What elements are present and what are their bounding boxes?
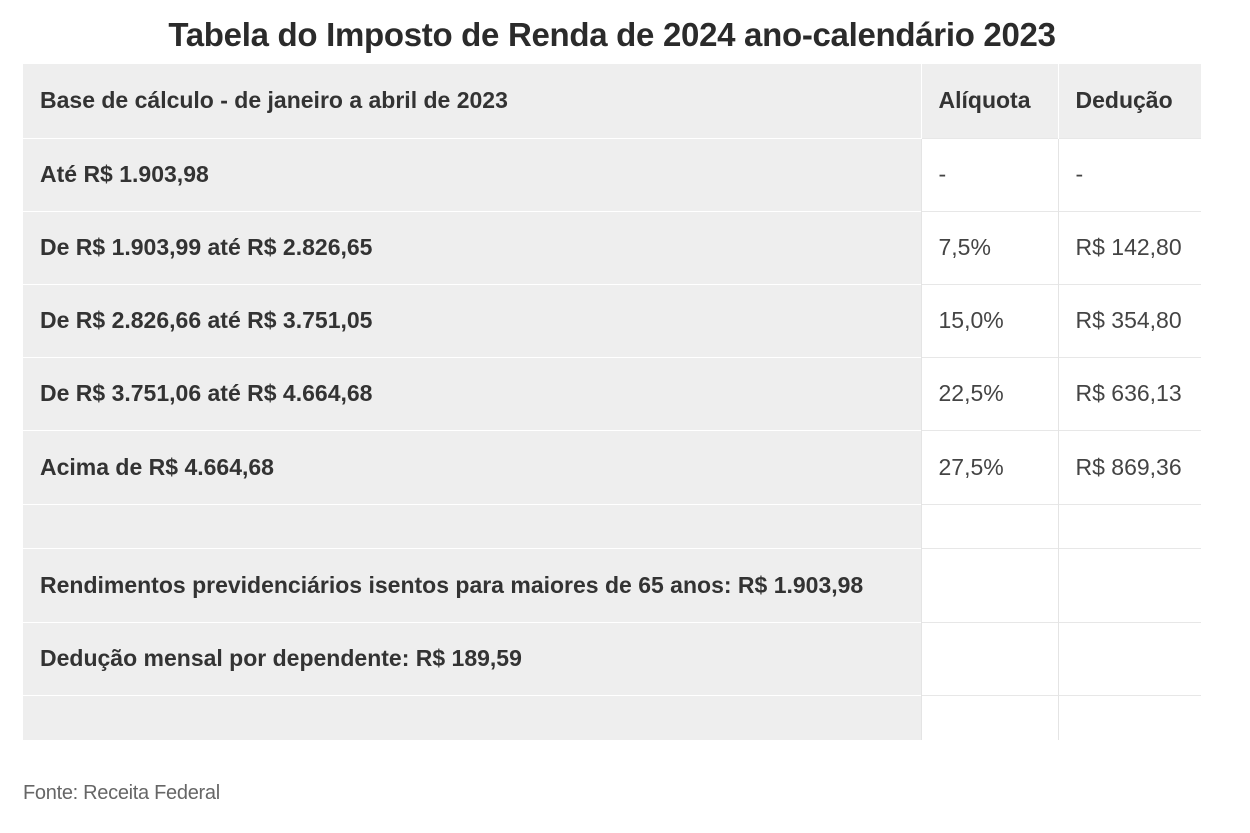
table-row: Rendimentos previdenciários isentos para… — [23, 547, 1201, 622]
table-row: De R$ 3.751,06 até R$ 4.664,68 22,5% R$ … — [23, 356, 1201, 430]
row-deduction — [1057, 694, 1201, 740]
row-rate: 7,5% — [920, 210, 1058, 284]
table-row-empty — [23, 503, 1201, 548]
row-base: De R$ 3.751,06 até R$ 4.664,68 — [23, 356, 921, 430]
row-base: Rendimentos previdenciários isentos para… — [23, 547, 921, 622]
row-deduction: R$ 354,80 — [1057, 283, 1201, 357]
header-base: Base de cálculo - de janeiro a abril de … — [23, 64, 921, 138]
row-deduction — [1057, 503, 1201, 548]
row-rate — [920, 547, 1058, 622]
row-deduction — [1057, 547, 1201, 622]
table-row-empty — [23, 694, 1201, 740]
table-row: De R$ 2.826,66 até R$ 3.751,05 15,0% R$ … — [23, 283, 1201, 357]
header-deduction: Dedução — [1057, 64, 1201, 138]
row-deduction: R$ 142,80 — [1057, 210, 1201, 284]
row-rate: - — [920, 137, 1058, 211]
table-row: De R$ 1.903,99 até R$ 2.826,65 7,5% R$ 1… — [23, 210, 1201, 284]
row-rate: 22,5% — [920, 356, 1058, 430]
row-base: Até R$ 1.903,98 — [23, 137, 921, 211]
source-note: Fonte: Receita Federal — [23, 782, 220, 804]
row-rate — [920, 694, 1058, 740]
row-base: Acima de R$ 4.664,68 — [23, 429, 921, 504]
row-deduction: R$ 869,36 — [1057, 429, 1201, 504]
table-row: Dedução mensal por dependente: R$ 189,59 — [23, 621, 1201, 695]
table-row: Acima de R$ 4.664,68 27,5% R$ 869,36 — [23, 429, 1201, 504]
row-rate — [920, 503, 1058, 548]
row-rate — [920, 621, 1058, 695]
table-header-row: Base de cálculo - de janeiro a abril de … — [23, 64, 1201, 138]
page-title: Tabela do Imposto de Renda de 2024 ano-c… — [168, 16, 1056, 53]
header-rate: Alíquota — [920, 64, 1058, 138]
row-base — [23, 503, 921, 548]
table-row: Até R$ 1.903,98 - - — [23, 137, 1201, 211]
row-rate: 27,5% — [920, 429, 1058, 504]
row-deduction: - — [1057, 137, 1201, 211]
row-base — [23, 694, 921, 740]
row-rate: 15,0% — [920, 283, 1058, 357]
row-base: Dedução mensal por dependente: R$ 189,59 — [23, 621, 921, 695]
row-base: De R$ 2.826,66 até R$ 3.751,05 — [23, 283, 921, 357]
row-base: De R$ 1.903,99 até R$ 2.826,65 — [23, 210, 921, 284]
row-deduction — [1057, 621, 1201, 695]
tax-table: Base de cálculo - de janeiro a abril de … — [23, 64, 1201, 740]
row-deduction: R$ 636,13 — [1057, 356, 1201, 430]
